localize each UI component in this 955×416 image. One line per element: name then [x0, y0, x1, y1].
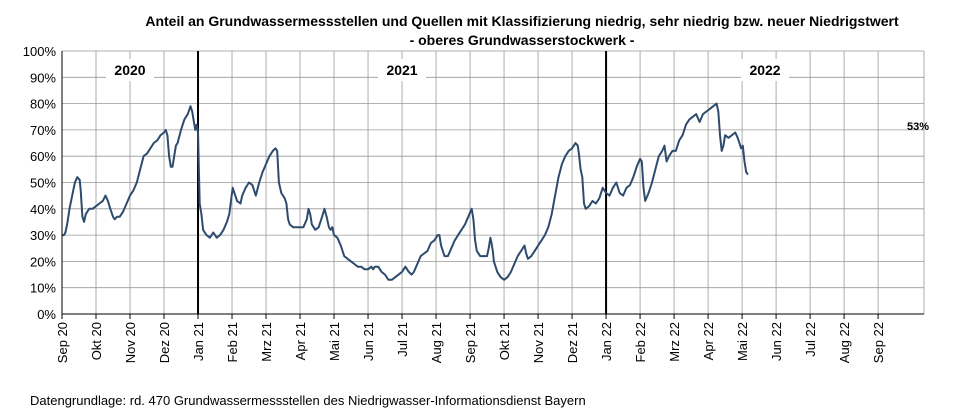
x-tick-label: Jan 22: [599, 322, 614, 361]
series-line: [62, 102, 749, 281]
y-tick-label: 90%: [30, 70, 56, 85]
x-tick-label: Jul 21: [395, 322, 410, 357]
x-tick-label: Feb 22: [633, 322, 648, 362]
x-tick-label: Sep 21: [463, 322, 478, 363]
x-tick-label: Feb 21: [225, 322, 240, 362]
y-tick-label: 70%: [30, 123, 56, 138]
x-tick-label: Aug 21: [429, 322, 444, 363]
year-label-background: [741, 59, 790, 81]
x-tick-label: Dez 21: [565, 322, 580, 363]
y-tick-label: 80%: [30, 97, 56, 112]
y-tick-label: 60%: [30, 149, 56, 164]
y-tick-label: 100%: [23, 44, 57, 59]
year-label-background: [378, 59, 427, 81]
year-labels: 2020 2021 2022: [106, 59, 790, 81]
x-tick-label: Apr 21: [293, 322, 308, 360]
x-tick-label: Mai 21: [327, 322, 342, 361]
year-dividers: [197, 51, 608, 314]
x-tick-label: Jan 21: [191, 322, 206, 361]
y-axis-tick-labels: 0% 10% 20% 30% 40% 50% 60% 70% 80% 90% 100%: [23, 44, 57, 322]
x-tick-label: Okt 21: [497, 322, 512, 360]
y-tick-label: 30%: [30, 228, 56, 243]
y-tick-label: 0%: [37, 307, 56, 322]
year-label: 2022: [749, 62, 780, 78]
x-tick-label: Mrz 22: [667, 322, 682, 362]
y-tick-label: 10%: [30, 281, 56, 296]
x-tick-label: Nov 21: [531, 322, 546, 363]
x-tick-label: Mrz 21: [259, 322, 274, 362]
y-tick-label: 20%: [30, 254, 56, 269]
x-tick-label: Nov 20: [123, 322, 138, 363]
y-tick-label: 40%: [30, 202, 56, 217]
data-source-footnote: Datengrundlage: rd. 470 Grundwassermesss…: [30, 393, 586, 408]
x-tick-label: Apr 22: [701, 322, 716, 360]
x-tick-label: Sep 22: [871, 322, 886, 363]
year-label: 2021: [386, 62, 417, 78]
x-tick-label: Jul 22: [803, 322, 818, 357]
year-label-background: [106, 59, 155, 81]
chart-subtitle: - oberes Grundwasserstockwerk -: [410, 32, 635, 48]
x-axis-tick-labels: Sep 20 Okt 20 Nov 20 Dez 20 Jan 21 Feb 21 Mrz …: [55, 314, 886, 363]
year-label: 2020: [114, 62, 145, 78]
x-tick-label: Mai 22: [735, 322, 750, 361]
x-tick-label: Sep 20: [55, 322, 70, 363]
x-tick-label: Dez 20: [157, 322, 172, 363]
chart-title: Anteil an Grundwassermessstellen und Que…: [145, 13, 899, 29]
gridlines: [61, 50, 925, 314]
x-tick-label: Jun 22: [769, 322, 784, 361]
x-tick-label: Okt 20: [89, 322, 104, 360]
x-tick-label: Jun 21: [361, 322, 376, 361]
x-tick-label: Aug 22: [837, 322, 852, 363]
y-tick-label: 50%: [30, 176, 56, 191]
latest-value-annotation: 53%: [907, 121, 929, 133]
